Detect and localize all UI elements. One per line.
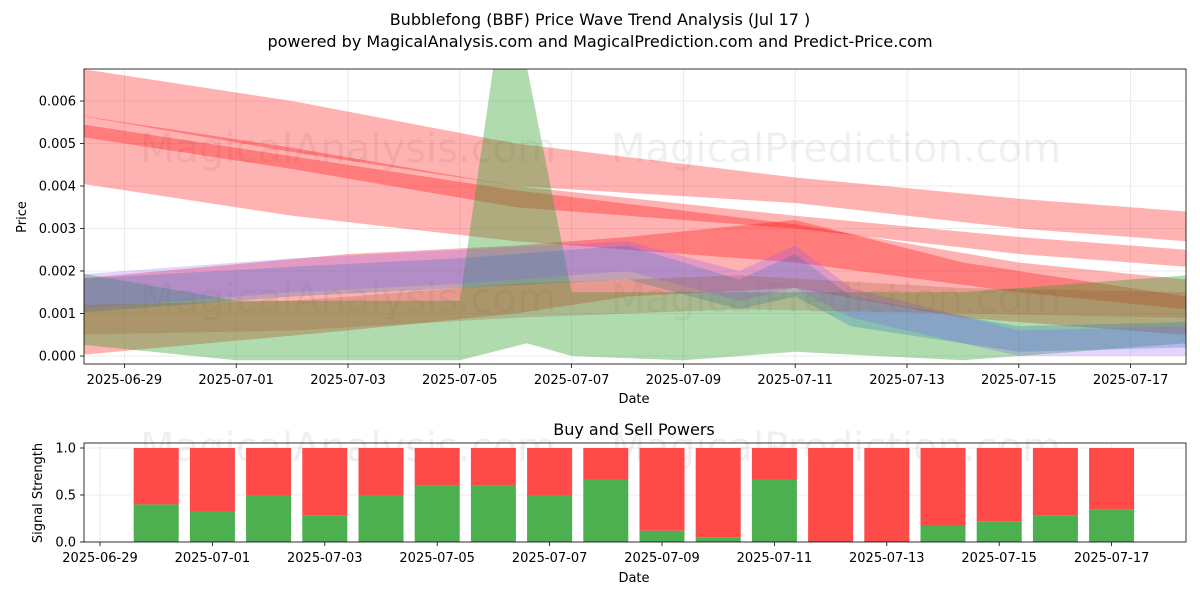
signal-x-tick-label: 2025-07-05 xyxy=(399,551,475,566)
price-x-tick-label: 2025-06-29 xyxy=(87,373,163,388)
signal-x-tick-label: 2025-06-29 xyxy=(62,551,138,566)
signal-x-tick-label: 2025-07-11 xyxy=(737,551,813,566)
price-y-axis-label: Price xyxy=(15,201,30,233)
sell-power-bar xyxy=(189,448,235,511)
sell-power-bar xyxy=(133,448,179,505)
price-x-tick-label: 2025-07-05 xyxy=(422,373,498,388)
sell-power-bar xyxy=(414,448,460,486)
sell-power-bar xyxy=(751,448,797,479)
signal-y-axis-label: Signal Strength xyxy=(31,443,46,543)
buy-power-bar xyxy=(1032,515,1078,542)
price-band-red xyxy=(84,116,1186,267)
signal-x-tick-label: 2025-07-15 xyxy=(961,551,1037,566)
buy-power-bar xyxy=(583,479,629,542)
sell-power-bar xyxy=(1089,448,1135,510)
signal-x-tick-label: 2025-07-03 xyxy=(287,551,363,566)
buy-power-bar xyxy=(751,479,797,542)
price-y-tick-label: 0.005 xyxy=(39,137,76,152)
buy-power-bar xyxy=(358,495,404,542)
signal-y-tick-label: 1.0 xyxy=(55,442,76,457)
price-band-blue xyxy=(84,245,1186,352)
signal-x-axis-label: Date xyxy=(618,571,649,586)
buy-power-bar xyxy=(470,485,516,542)
buy-power-bar xyxy=(302,515,348,542)
sell-power-bar xyxy=(470,448,516,486)
price-axes-frame xyxy=(83,68,1187,365)
sell-power-bar xyxy=(1032,448,1078,516)
signal-x-tick-label: 2025-07-01 xyxy=(175,551,251,566)
signal-chart-title: Buy and Sell Powers xyxy=(553,420,715,439)
price-x-tick-label: 2025-07-15 xyxy=(981,373,1057,388)
chart-title: Bubblefong (BBF) Price Wave Trend Analys… xyxy=(390,10,811,29)
price-y-tick-label: 0.001 xyxy=(39,307,76,322)
buy-power-bar xyxy=(246,495,292,542)
price-panel: 2025-06-29 2025-07-01 2025-07-03 2025-07-05… xyxy=(15,68,1187,407)
price-y-tick-label: 0.000 xyxy=(39,350,76,365)
signal-x-tick-label: 2025-07-09 xyxy=(624,551,700,566)
signal-x-tick-label: 2025-07-07 xyxy=(512,551,588,566)
buy-power-bar xyxy=(414,485,460,542)
watermark-text: MagicalAnalysis.com xyxy=(140,126,556,172)
price-y-tick-label: 0.002 xyxy=(39,265,76,280)
price-band-red xyxy=(84,124,1186,310)
price-band-purple xyxy=(84,241,1186,356)
buy-power-bar xyxy=(639,530,685,542)
price-y-tick-label: 0.003 xyxy=(39,222,76,237)
price-x-tick-label: 2025-07-07 xyxy=(534,373,610,388)
buy-power-bar xyxy=(920,526,966,542)
sell-power-bar xyxy=(976,448,1022,522)
sell-power-bar xyxy=(302,448,348,516)
price-x-tick-label: 2025-07-01 xyxy=(198,373,274,388)
sell-power-bar xyxy=(639,448,685,531)
price-y-tick-label: 0.004 xyxy=(39,180,76,195)
sell-power-bar xyxy=(358,448,404,495)
watermark-text: MagicalPrediction.com xyxy=(611,126,1061,172)
price-y-tick-label: 0.006 xyxy=(39,95,76,110)
buy-power-bar xyxy=(189,511,235,542)
buy-power-bar xyxy=(695,537,741,542)
sell-power-bar xyxy=(808,448,854,542)
price-x-axis-label: Date xyxy=(618,392,649,407)
price-band-green xyxy=(84,69,1186,361)
signal-panel: Buy and Sell Powers 2025-06-29 2025-07-01 2… xyxy=(31,420,1187,586)
price-bands xyxy=(84,69,1186,361)
buy-power-bar xyxy=(1089,509,1135,542)
price-x-tick-label: 2025-07-13 xyxy=(869,373,945,388)
sell-power-bar xyxy=(920,448,966,526)
price-x-tick-label: 2025-07-11 xyxy=(757,373,833,388)
price-x-tick-label: 2025-07-09 xyxy=(646,373,722,388)
price-x-tick-label: 2025-07-03 xyxy=(310,373,386,388)
watermark-text: MagicalAnalysis.com xyxy=(140,276,556,322)
sell-power-bar xyxy=(695,448,741,538)
price-band-brown xyxy=(84,275,1186,335)
sell-power-bar xyxy=(864,448,910,542)
signal-axes-frame xyxy=(83,442,1187,543)
price-band-red xyxy=(84,220,1186,355)
sell-power-bar xyxy=(246,448,292,495)
buy-power-bar xyxy=(133,504,179,542)
price-x-tick-label: 2025-07-17 xyxy=(1093,373,1169,388)
sell-power-bar xyxy=(527,448,573,495)
signal-x-tick-label: 2025-07-17 xyxy=(1074,551,1150,566)
chart-subtitle: powered by MagicalAnalysis.com and Magic… xyxy=(267,32,932,51)
signal-x-tick-label: 2025-07-13 xyxy=(849,551,925,566)
buy-power-bar xyxy=(976,521,1022,542)
watermark-text: MagicalPrediction.com xyxy=(611,276,1061,322)
signal-y-tick-label: 0.0 xyxy=(55,536,76,551)
price-band-red xyxy=(84,69,1186,242)
signal-y-tick-label: 0.5 xyxy=(55,489,76,504)
buy-power-bar xyxy=(527,495,573,542)
sell-power-bar xyxy=(583,448,629,479)
